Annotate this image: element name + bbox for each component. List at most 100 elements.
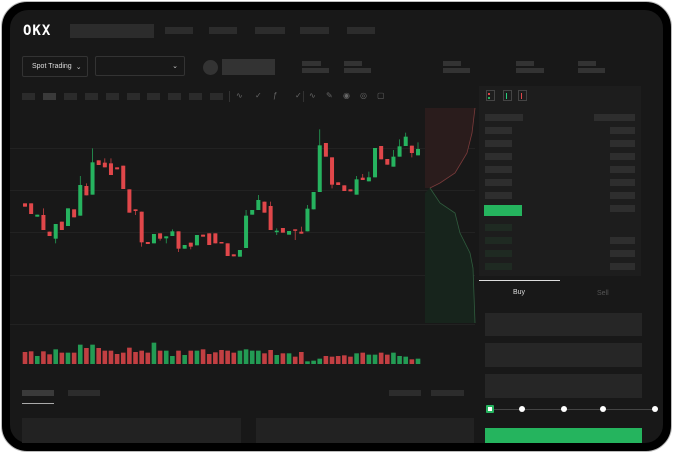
timeframe-button[interactable] [147, 93, 160, 100]
search-bar[interactable] [70, 24, 154, 38]
volume-bar [231, 352, 237, 364]
candle-body [176, 231, 181, 249]
volume-bar [317, 358, 323, 364]
stat-label [443, 61, 461, 66]
orderbook-both-icon[interactable] [486, 90, 495, 101]
stat-label [516, 61, 534, 66]
volume-bar [206, 354, 212, 364]
volume-bar [176, 350, 181, 364]
candle-body [133, 209, 138, 211]
nav-item[interactable] [209, 27, 237, 34]
volume-bar [366, 354, 372, 364]
slider-step-75[interactable] [600, 406, 606, 412]
slider-step-50[interactable] [561, 406, 567, 412]
timeframe-button[interactable] [210, 93, 223, 100]
fx-icon[interactable]: ƒ [273, 91, 278, 100]
last-price-badge[interactable] [484, 205, 522, 216]
candle-body [53, 224, 58, 239]
volume-bar [34, 356, 40, 364]
bottom-tab-active[interactable] [22, 390, 54, 396]
ask-price [485, 140, 512, 147]
volume-bar [274, 355, 280, 364]
candle-body [409, 145, 414, 153]
volume-bar [182, 355, 187, 364]
volume-bar [286, 353, 292, 364]
slider-handle[interactable] [486, 405, 494, 413]
candle-body [323, 143, 328, 157]
candle-body [102, 162, 107, 168]
candle-body [108, 163, 113, 175]
fullscreen-icon[interactable]: ▢ [377, 91, 385, 100]
sell-tab[interactable]: Sell [597, 290, 609, 297]
total-input[interactable] [485, 374, 642, 398]
candle-body [115, 167, 120, 170]
timeframe-button[interactable] [106, 93, 119, 100]
nav-item[interactable] [255, 27, 285, 34]
volume-bar [384, 354, 390, 364]
bottom-card [256, 418, 474, 443]
pencil-icon[interactable]: ✎ [326, 91, 333, 100]
candle-body [231, 254, 236, 257]
candle-body [403, 136, 408, 146]
candle-body [207, 233, 212, 245]
volume-bar [188, 350, 194, 364]
orderbook-asks-icon[interactable] [518, 90, 527, 101]
ask-amount [610, 153, 635, 160]
indicator-icon[interactable]: ∿ [236, 91, 243, 100]
nav-item[interactable] [300, 27, 329, 34]
volume-bar [170, 356, 175, 364]
timeframe-button[interactable] [189, 93, 202, 100]
check-icon[interactable]: ✓ [295, 91, 302, 100]
slider-step-25[interactable] [519, 406, 525, 412]
candle-body [164, 236, 169, 239]
bottom-action[interactable] [389, 390, 421, 396]
volume-bar [262, 353, 267, 364]
timeframe-button[interactable] [127, 93, 140, 100]
timeframe-button[interactable] [85, 93, 98, 100]
candle-body [342, 185, 347, 191]
candle-body [182, 245, 187, 249]
gridline [10, 148, 475, 149]
slider-track[interactable] [490, 409, 655, 410]
pair-dropdown[interactable]: ⌄ [95, 56, 185, 76]
nav-item[interactable] [347, 27, 375, 34]
okx-logo[interactable]: OKX [23, 23, 52, 39]
timeframe-button[interactable] [168, 93, 181, 100]
depth-asks-area [425, 108, 475, 188]
candle-body [330, 157, 335, 185]
buy-tab-underline [479, 280, 560, 281]
candle-body [145, 242, 150, 244]
candle-body [348, 189, 353, 192]
market-type-label: Spot Trading [32, 63, 72, 70]
candle-body [256, 200, 261, 210]
bottom-tab[interactable] [68, 390, 100, 396]
market-type-dropdown[interactable]: Spot Trading ⌄ [22, 56, 88, 77]
chart-type-icon[interactable]: ✓ [255, 91, 262, 100]
timeframe-button[interactable] [22, 93, 35, 100]
volume-bar [194, 350, 200, 364]
settings-icon[interactable]: ◎ [360, 91, 367, 100]
camera-icon[interactable]: ◉ [343, 91, 350, 100]
buy-submit-button[interactable] [485, 428, 642, 443]
depth-bids-area [425, 188, 475, 323]
candle-body [293, 229, 298, 231]
timeframe-button-active[interactable] [43, 93, 56, 100]
bottom-action[interactable] [431, 390, 464, 396]
volume-bar [41, 351, 46, 364]
slider-step-100[interactable] [652, 406, 658, 412]
nav-item[interactable] [165, 27, 193, 34]
volume-bar [65, 352, 71, 364]
price-input[interactable] [485, 313, 642, 336]
amount-input[interactable] [485, 343, 642, 367]
buy-tab[interactable]: Buy [513, 289, 526, 296]
orderbook-header [594, 114, 635, 121]
volume-bar [127, 347, 132, 364]
orderbook-bids-icon[interactable] [503, 90, 512, 101]
draw-line-icon[interactable]: ∿ [309, 91, 316, 100]
timeframe-button[interactable] [64, 93, 77, 100]
candle-body [47, 231, 52, 236]
volume-bar [237, 350, 243, 364]
volume-bar [292, 356, 298, 364]
depth-bids-line [429, 187, 476, 323]
